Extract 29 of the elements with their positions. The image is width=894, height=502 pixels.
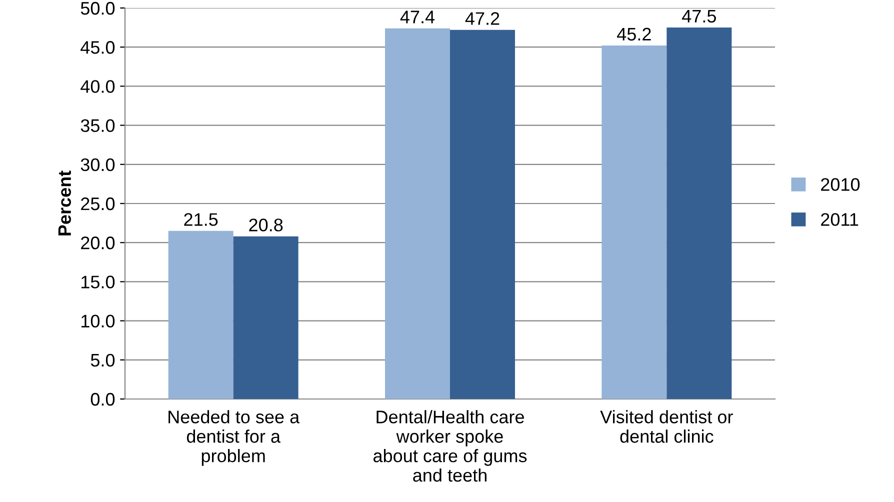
bar [666,28,732,399]
data-label: 20.8 [249,218,283,232]
y-tick-label: 30.0 [80,158,115,172]
y-tick-label: 15.0 [82,276,115,288]
bar [602,46,667,399]
y-tick-label: 5.0 [90,354,115,367]
data-label: 47.2 [465,12,500,25]
y-tick-label: 20.0 [81,236,115,250]
x-tick-label: Visited dentist or dental clinic [600,410,733,443]
legend-label: 2011 [821,213,858,226]
x-tick-label: Needed to see a dentist for a problem [168,410,300,466]
y-tick-label: 40.0 [80,80,115,93]
y-tick-label: 50.0 [80,2,115,15]
data-label: 45.2 [617,28,651,41]
y-tick-label: 25.0 [81,197,115,210]
x-tick-label: Dental/Health care worker spoke about care of gums and teeth [373,410,527,482]
bar [450,30,515,399]
y-tick-label: 0.0 [90,392,115,406]
bar [168,230,234,399]
y-axis-title: Percent [58,170,72,236]
data-label: 47.4 [400,10,435,24]
y-tick-label: 35.0 [80,119,115,132]
y-tick-label: 10.0 [82,314,115,328]
bar [233,236,298,399]
y-tick-label: 45.0 [80,41,115,54]
legend-label: 2010 [821,178,860,191]
bar [385,28,450,399]
data-label: 47.5 [682,10,716,23]
data-label: 21.5 [184,213,218,226]
